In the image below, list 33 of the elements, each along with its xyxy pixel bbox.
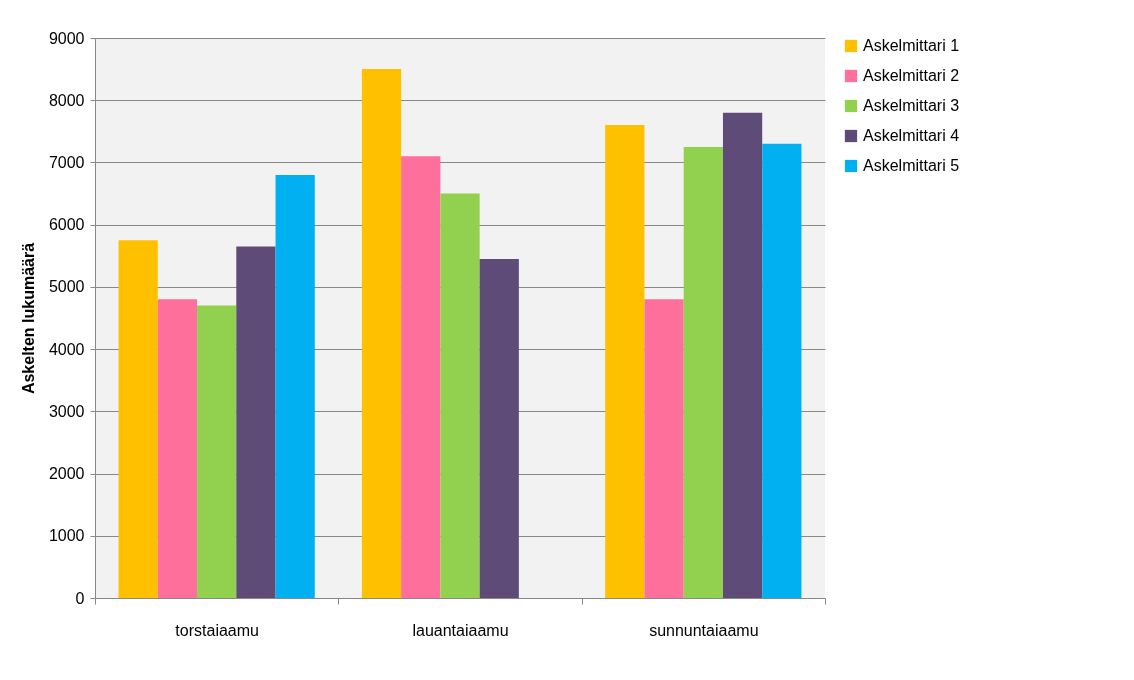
legend-label: Askelmittari 3 <box>863 97 960 114</box>
bar <box>644 299 684 598</box>
bar <box>762 143 802 598</box>
y-tick-label: 7000 <box>48 153 85 171</box>
bar <box>440 193 480 598</box>
bar <box>157 299 198 598</box>
x-tick-label: lauantaiaamu <box>412 621 509 639</box>
bar <box>683 146 723 598</box>
y-tick-label: 4000 <box>48 340 85 358</box>
y-tick-label: 0 <box>75 589 85 607</box>
bar <box>361 69 402 598</box>
y-tick-label: 5000 <box>48 278 85 296</box>
y-tick-label: 6000 <box>48 216 85 234</box>
y-tick-label: 8000 <box>48 91 85 109</box>
bar <box>401 156 441 598</box>
bar <box>479 258 519 598</box>
bar <box>275 174 315 598</box>
bar <box>118 240 158 598</box>
bar <box>722 112 763 598</box>
bar <box>605 125 645 598</box>
legend-label: Askelmittari 1 <box>863 37 960 54</box>
legend-label: Askelmittari 5 <box>863 157 960 174</box>
legend-label: Askelmittari 2 <box>863 67 960 84</box>
y-tick-label: 1000 <box>48 527 85 545</box>
legend-label: Askelmittari 4 <box>863 127 960 144</box>
bar <box>197 305 237 598</box>
y-tick-label: 2000 <box>48 465 85 483</box>
x-tick-label: torstaiaamu <box>175 621 259 639</box>
y-axis-title: Askelten lukumäärä <box>19 242 37 395</box>
bar <box>236 246 276 598</box>
y-tick-label: 9000 <box>48 29 85 47</box>
x-tick-label: sunnuntaiaamu <box>649 621 759 639</box>
y-tick-label: 3000 <box>48 402 85 420</box>
